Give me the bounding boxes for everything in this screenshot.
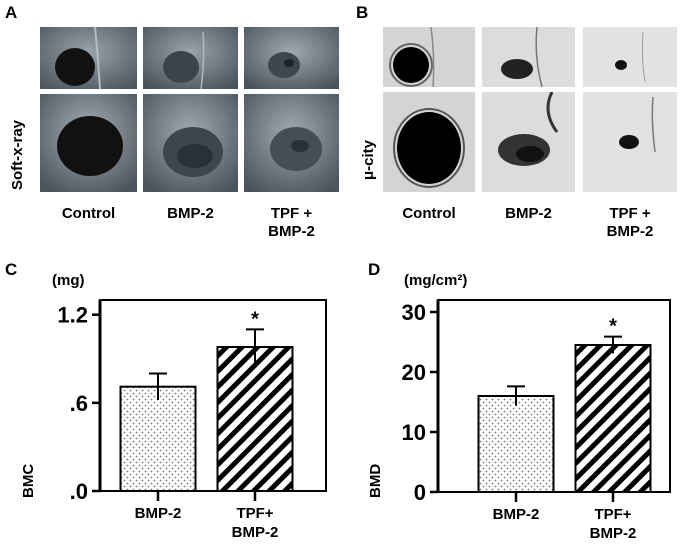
y-tick-label: 20 [402, 360, 426, 385]
panel-b-col-bmp2: BMP-2 [505, 205, 552, 222]
panel-a-col-bmp2: BMP-2 [167, 205, 214, 222]
panel-a-row-label: Soft-x-ray [9, 119, 26, 190]
panel-b-row-label: μ-city [360, 139, 377, 180]
y-axis-label: BMC [20, 464, 37, 498]
panel-a-col3-line1: TPF + [270, 205, 313, 222]
y-axis-label: BMD [367, 464, 384, 498]
y-tick-label: 0 [414, 480, 426, 505]
panel-c-letter: C [5, 260, 18, 279]
bar [216, 346, 294, 493]
softxray-control-top-image [40, 27, 137, 89]
softxray-bmp2-top-image [143, 27, 238, 89]
softxray-tpf-bmp2-top-image [244, 27, 339, 89]
ucity-bmp2-top-image [482, 27, 575, 87]
panel-b-letter: B [356, 3, 369, 22]
y-tick-label: 1.2 [57, 303, 88, 328]
panel-b-col-control: Control [402, 205, 456, 222]
panel-c-unit: (mg) [52, 272, 85, 289]
panel-b-col-tpf-bmp2: TPF + BMP-2 [583, 205, 677, 241]
ucity-control-top-image [383, 27, 475, 87]
softxray-control-bottom-image [40, 94, 137, 192]
y-tick-label: .0 [70, 479, 88, 504]
panel-d-unit: (mg/cm²) [404, 272, 468, 289]
panel-a-col-control: Control [61, 205, 116, 222]
x-tick-label: BMP-2 [493, 506, 540, 523]
panel-b-col3-line1: TPF + [609, 205, 651, 222]
x-tick-label: BMP-2 [135, 505, 182, 522]
bar [574, 344, 652, 493]
chart-c: .0 .6 1.2 BMC BMP-2 * TPF+ BMP-2 [20, 299, 327, 541]
significance-star: * [609, 316, 617, 338]
bar [477, 395, 555, 493]
ucity-tpf-bmp2-top-image [583, 27, 677, 87]
ucity-bmp2-bottom-image [482, 92, 575, 192]
panel-b-col3-line2: BMP-2 [606, 223, 654, 240]
panel-a-letter: A [5, 3, 18, 22]
chart-d: 0 10 20 30 BMD BMP-2 * TPF+ BMP-2 [367, 299, 671, 542]
ucity-tpf-bmp2-bottom-image [583, 92, 677, 192]
panel-d-letter: D [368, 260, 381, 279]
panel-a-col-tpf-bmp2: TPF + BMP-2 [244, 205, 339, 241]
panel-a-col3-line2: BMP-2 [268, 223, 315, 240]
x-tick-label: BMP-2 [232, 524, 279, 541]
y-tick-label: 10 [402, 420, 426, 445]
significance-star: * [251, 308, 259, 330]
softxray-bmp2-bottom-image [143, 94, 238, 192]
x-tick-label: TPF+ [236, 505, 273, 522]
x-tick-label: BMP-2 [590, 525, 637, 542]
y-tick-label: 30 [402, 300, 426, 325]
x-tick-label: TPF+ [594, 506, 631, 523]
y-tick-label: .6 [70, 391, 88, 416]
ucity-control-bottom-image [383, 92, 475, 192]
softxray-tpf-bmp2-bottom-image [244, 94, 339, 192]
bar [119, 385, 197, 492]
